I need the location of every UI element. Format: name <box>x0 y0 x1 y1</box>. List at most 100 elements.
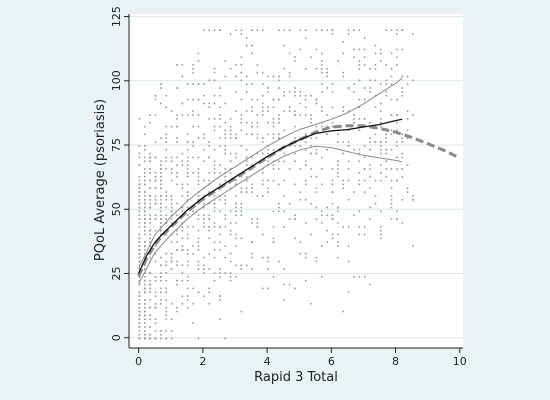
scatter-point <box>272 160 275 163</box>
scatter-point <box>176 202 178 205</box>
scatter-point <box>240 268 243 270</box>
scatter-point <box>170 110 173 112</box>
scatter-point <box>310 303 312 305</box>
scatter-point <box>176 87 178 89</box>
scatter-point <box>149 168 151 170</box>
scatter-point <box>251 191 253 193</box>
scatter-point <box>256 222 259 224</box>
scatter-point <box>170 195 173 197</box>
scatter-point <box>390 206 393 209</box>
scatter-point <box>320 83 323 85</box>
scatter-point <box>331 202 334 205</box>
scatter-point <box>138 187 141 190</box>
scatter-point <box>326 214 328 216</box>
scatter-point <box>299 48 302 51</box>
scatter-point <box>331 183 334 186</box>
scatter-point <box>229 276 232 278</box>
scatter-point <box>181 225 184 228</box>
scatter-point <box>160 172 162 174</box>
scatter-point <box>310 202 312 205</box>
scatter-point <box>390 218 393 220</box>
scatter-point <box>363 156 366 159</box>
scatter-point <box>235 91 237 93</box>
scatter-point <box>337 245 339 247</box>
scatter-point <box>401 198 404 201</box>
scatter-point <box>160 337 162 340</box>
scatter-point <box>235 264 237 267</box>
scatter-point <box>149 326 151 328</box>
scatter-point <box>186 172 189 174</box>
scatter-point <box>294 94 296 97</box>
scatter-point <box>288 52 291 55</box>
scatter-point <box>390 195 393 197</box>
scatter-point <box>256 71 259 74</box>
scatter-point <box>251 241 253 243</box>
scatter-point <box>406 164 409 166</box>
scatter-point <box>138 175 141 178</box>
scatter-point <box>240 206 243 209</box>
scatter-point <box>229 187 232 190</box>
scatter-point <box>396 48 398 51</box>
scatter-point <box>337 133 339 136</box>
scatter-point <box>385 133 387 136</box>
scatter-point <box>320 125 323 128</box>
scatter-point <box>154 218 157 220</box>
scatter-point <box>154 245 157 247</box>
scatter-point <box>224 218 227 220</box>
scatter-point <box>337 241 339 243</box>
scatter-point <box>186 260 189 263</box>
scatter-point <box>213 241 216 243</box>
scatter-point <box>267 179 269 182</box>
scatter-point <box>149 156 151 159</box>
scatter-point <box>363 168 366 170</box>
scatter-point <box>278 133 280 136</box>
scatter-point <box>229 67 232 70</box>
scatter-point <box>294 91 296 93</box>
scatter-point <box>363 233 366 236</box>
scatter-point <box>170 337 173 340</box>
scatter-point <box>396 64 398 66</box>
scatter-point <box>369 283 371 286</box>
scatter-point <box>192 125 194 128</box>
scatter-point <box>390 168 393 170</box>
scatter-point <box>165 264 168 267</box>
scatter-point <box>251 187 253 190</box>
scatter-point <box>149 237 151 240</box>
scatter-point <box>304 183 307 186</box>
scatter-point <box>347 141 350 143</box>
scatter-point <box>186 148 189 151</box>
scatter-point <box>219 114 221 116</box>
scatter-point <box>149 222 151 224</box>
scatter-point <box>213 168 216 170</box>
scatter-point <box>240 29 243 32</box>
scatter-point <box>299 91 302 93</box>
scatter-point <box>192 225 194 228</box>
x-tick-label: 8 <box>392 355 399 368</box>
scatter-point <box>170 303 173 305</box>
scatter-point <box>267 110 269 112</box>
scatter-point <box>165 279 168 282</box>
scatter-point <box>283 29 286 32</box>
scatter-point <box>396 121 398 124</box>
scatter-point <box>310 56 312 58</box>
scatter-point <box>240 187 243 190</box>
scatter-point <box>390 179 393 182</box>
scatter-point <box>390 67 393 70</box>
scatter-point <box>385 29 387 32</box>
scatter-point <box>165 287 168 290</box>
scatter-point <box>143 318 146 321</box>
scatter-point <box>176 229 178 232</box>
scatter-point <box>219 295 221 297</box>
scatter-point <box>224 75 227 78</box>
scatter-point <box>294 125 296 128</box>
scatter-point <box>176 164 178 166</box>
scatter-point <box>363 179 366 182</box>
scatter-point <box>331 29 334 32</box>
scatter-point <box>176 156 178 159</box>
scatter-point <box>240 210 243 213</box>
scatter-point <box>240 98 243 101</box>
scatter-point <box>143 148 146 151</box>
x-axis-label: Rapid 3 Total <box>254 370 338 385</box>
scatter-point <box>240 191 243 193</box>
